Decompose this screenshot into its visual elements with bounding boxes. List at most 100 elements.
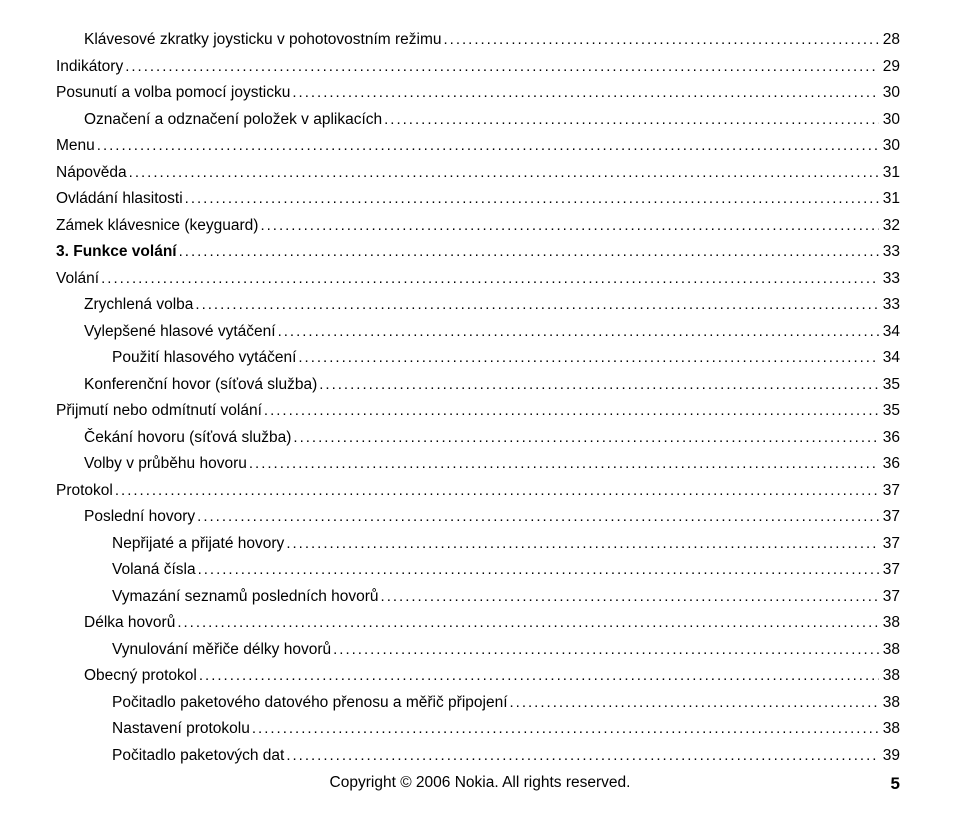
- toc-label: Vymazání seznamů posledních hovorů: [112, 585, 379, 608]
- toc-label: Poslední hovory: [84, 505, 195, 528]
- toc-leader-dots: ........................................…: [127, 162, 879, 185]
- toc-entry: Nastavení protokolu.....................…: [56, 717, 900, 741]
- toc-page-number: 33: [879, 267, 900, 290]
- toc-page-number: 35: [879, 373, 900, 396]
- toc-leader-dots: ........................................…: [247, 453, 879, 476]
- toc-leader-dots: ........................................…: [258, 215, 878, 238]
- toc-label: Protokol: [56, 479, 113, 502]
- toc-entry: Počitadlo paketových dat................…: [56, 744, 900, 768]
- toc-page-number: 32: [879, 214, 900, 237]
- toc-entry: Ovládání hlasitosti.....................…: [56, 187, 900, 211]
- toc-leader-dots: ........................................…: [262, 400, 879, 423]
- toc-leader-dots: ........................................…: [296, 347, 878, 370]
- toc-label: Přijmutí nebo odmítnutí volání: [56, 399, 262, 422]
- toc-leader-dots: ........................................…: [317, 374, 878, 397]
- toc-leader-dots: ........................................…: [379, 586, 879, 609]
- toc-label: Konferenční hovor (síťová služba): [84, 373, 317, 396]
- toc-label: Nepřijaté a přijaté hovory: [112, 532, 284, 555]
- page-footer: Copyright © 2006 Nokia. All rights reser…: [0, 774, 960, 792]
- toc-page-number: 38: [879, 717, 900, 740]
- table-of-contents: Klávesové zkratky joysticku v pohotovost…: [56, 28, 900, 767]
- toc-page-number: 37: [879, 505, 900, 528]
- toc-leader-dots: ........................................…: [99, 268, 879, 291]
- toc-leader-dots: ........................................…: [250, 718, 879, 741]
- toc-leader-dots: ........................................…: [183, 188, 879, 211]
- toc-label: Volby v průběhu hovoru: [84, 452, 247, 475]
- toc-entry: Zámek klávesnice (keyguard).............…: [56, 214, 900, 238]
- toc-entry: Vylepšené hlasové vytáčení..............…: [56, 320, 900, 344]
- toc-entry: Volaná čísla............................…: [56, 558, 900, 582]
- toc-leader-dots: ........................................…: [284, 745, 878, 768]
- toc-label: Zrychlená volba: [84, 293, 193, 316]
- toc-leader-dots: ........................................…: [193, 294, 878, 317]
- toc-page-number: 30: [879, 81, 900, 104]
- toc-leader-dots: ........................................…: [175, 612, 878, 635]
- toc-leader-dots: ........................................…: [508, 692, 879, 715]
- toc-leader-dots: ........................................…: [177, 241, 879, 264]
- toc-page-number: 38: [879, 691, 900, 714]
- toc-leader-dots: ........................................…: [195, 506, 879, 529]
- toc-entry: Indikátory..............................…: [56, 55, 900, 79]
- toc-label: Počitadlo paketových dat: [112, 744, 284, 767]
- toc-leader-dots: ........................................…: [276, 321, 879, 344]
- toc-entry: Nepřijaté a přijaté hovory..............…: [56, 532, 900, 556]
- toc-page-number: 38: [879, 638, 900, 661]
- toc-label: Počitadlo paketového datového přenosu a …: [112, 691, 508, 714]
- toc-label: Volání: [56, 267, 99, 290]
- toc-leader-dots: ........................................…: [123, 56, 879, 79]
- toc-entry: Nápověda................................…: [56, 161, 900, 185]
- toc-leader-dots: ........................................…: [196, 559, 879, 582]
- toc-page-number: 34: [879, 320, 900, 343]
- toc-entry: Vynulování měřiče délky hovorů..........…: [56, 638, 900, 662]
- toc-label: Ovládání hlasitosti: [56, 187, 183, 210]
- toc-page-number: 37: [879, 558, 900, 581]
- toc-leader-dots: ........................................…: [284, 533, 878, 556]
- toc-leader-dots: ........................................…: [442, 29, 879, 52]
- toc-leader-dots: ........................................…: [331, 639, 879, 662]
- copyright-text: Copyright © 2006 Nokia. All rights reser…: [330, 774, 631, 792]
- toc-leader-dots: ........................................…: [113, 480, 879, 503]
- toc-entry: Volby v průběhu hovoru..................…: [56, 452, 900, 476]
- toc-leader-dots: ........................................…: [291, 427, 878, 450]
- toc-label: Vynulování měřiče délky hovorů: [112, 638, 331, 661]
- toc-page-number: 34: [879, 346, 900, 369]
- toc-page-number: 31: [879, 187, 900, 210]
- toc-entry: Počitadlo paketového datového přenosu a …: [56, 691, 900, 715]
- toc-page-number: 37: [879, 479, 900, 502]
- toc-entry: Protokol................................…: [56, 479, 900, 503]
- toc-label: Vylepšené hlasové vytáčení: [84, 320, 276, 343]
- toc-label: Označení a odznačení položek v aplikacíc…: [84, 108, 382, 131]
- toc-entry: Posunutí a volba pomocí joysticku.......…: [56, 81, 900, 105]
- page-number: 5: [891, 774, 900, 794]
- toc-entry: Vymazání seznamů posledních hovorů......…: [56, 585, 900, 609]
- toc-entry: Poslední hovory.........................…: [56, 505, 900, 529]
- toc-page-number: 39: [879, 744, 900, 767]
- toc-label: 3. Funkce volání: [56, 240, 177, 263]
- toc-entry: 3. Funkce volání........................…: [56, 240, 900, 264]
- toc-page-number: 37: [879, 585, 900, 608]
- toc-entry: Menu....................................…: [56, 134, 900, 158]
- toc-page-number: 29: [879, 55, 900, 78]
- toc-label: Délka hovorů: [84, 611, 175, 634]
- toc-page-number: 33: [879, 293, 900, 316]
- toc-page-number: 30: [879, 134, 900, 157]
- toc-label: Klávesové zkratky joysticku v pohotovost…: [84, 28, 442, 51]
- toc-entry: Čekání hovoru (síťová služba)...........…: [56, 426, 900, 450]
- toc-leader-dots: ........................................…: [382, 109, 879, 132]
- toc-page-number: 37: [879, 532, 900, 555]
- toc-entry: Zrychlená volba.........................…: [56, 293, 900, 317]
- toc-page-number: 35: [879, 399, 900, 422]
- toc-page-number: 36: [879, 426, 900, 449]
- toc-label: Nápověda: [56, 161, 127, 184]
- toc-page-number: 30: [879, 108, 900, 131]
- toc-page-number: 28: [879, 28, 900, 51]
- toc-page-number: 38: [879, 611, 900, 634]
- toc-entry: Délka hovorů............................…: [56, 611, 900, 635]
- toc-leader-dots: ........................................…: [95, 135, 879, 158]
- toc-entry: Volání..................................…: [56, 267, 900, 291]
- toc-entry: Přijmutí nebo odmítnutí volání..........…: [56, 399, 900, 423]
- toc-entry: Obecný protokol.........................…: [56, 664, 900, 688]
- toc-entry: Označení a odznačení položek v aplikacíc…: [56, 108, 900, 132]
- toc-label: Zámek klávesnice (keyguard): [56, 214, 258, 237]
- toc-entry: Klávesové zkratky joysticku v pohotovost…: [56, 28, 900, 52]
